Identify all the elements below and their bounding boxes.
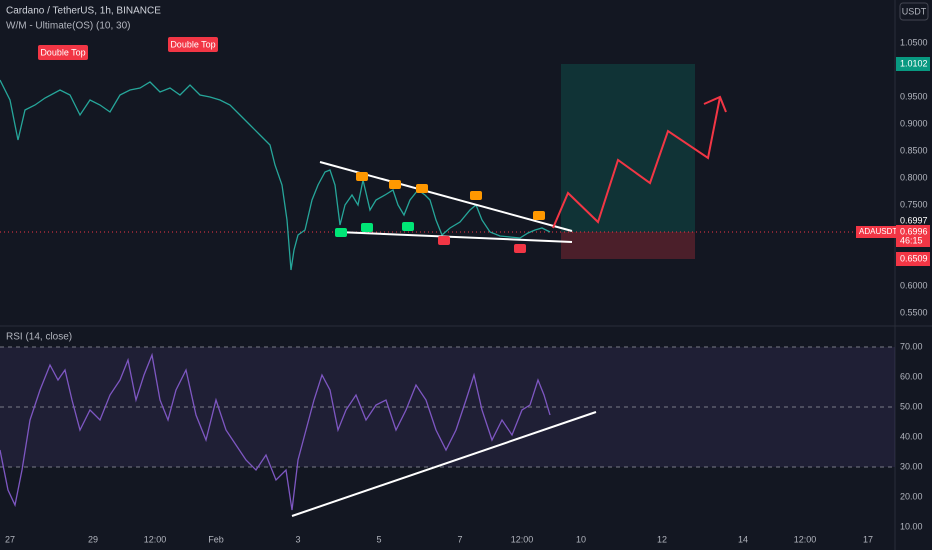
rsi-label: 50.00 [900, 401, 923, 411]
time-label: 3 [295, 534, 300, 544]
symbol-title: Cardano / TetherUS, 1h, BINANCE [6, 6, 161, 17]
currency: USDT [902, 6, 927, 16]
price-label: 1.0500 [900, 37, 928, 47]
rsi-label: 70.00 [900, 341, 923, 351]
price-label: 0.8000 [900, 172, 928, 182]
annotation-box [38, 45, 88, 60]
profit-zone [561, 64, 695, 232]
time-label: 5 [376, 534, 381, 544]
time-label: 29 [88, 534, 98, 544]
rsi-line [0, 352, 551, 511]
price-label: 0.7500 [900, 199, 928, 209]
time-label: 10 [576, 534, 586, 544]
time-label: 7 [457, 534, 462, 544]
price-tag-label: 0.6509 [900, 253, 928, 263]
annotation-box [168, 37, 218, 52]
price-tag [896, 214, 930, 228]
price-tag-label: 1.0102 [900, 58, 928, 68]
price-label: 0.9000 [900, 118, 928, 128]
last-price: 0.6996 [900, 226, 928, 236]
time-label: Feb [208, 534, 224, 544]
price-label: 0.5500 [900, 307, 928, 317]
price-tag [896, 57, 930, 71]
currency-box [899, 2, 929, 21]
price-tag-label: 0.6997 [900, 215, 928, 225]
price-label: 0.9500 [900, 91, 928, 101]
time-label: 12:00 [511, 534, 534, 544]
symbol-tag [856, 226, 896, 238]
annotation: Double Top [40, 47, 85, 57]
annotation: Double Top [170, 39, 215, 49]
time-label: 12:00 [794, 534, 817, 544]
time-label: 12 [657, 534, 667, 544]
time-label: 17 [863, 534, 873, 544]
rsi-trendline [291, 411, 597, 517]
rsi-title: RSI (14, close) [6, 332, 72, 343]
price-line [0, 79, 551, 271]
price-tag [896, 252, 930, 266]
time-label: 14 [738, 534, 748, 544]
rsi-label: 30.00 [900, 461, 923, 471]
symbol-tag-label: ADAUSDT [859, 227, 897, 236]
projection-arrow [552, 96, 721, 229]
countdown: 46:15 [900, 235, 923, 245]
rsi-label: 60.00 [900, 371, 923, 381]
signal-markers [335, 172, 545, 253]
time-label: 27 [5, 534, 15, 544]
support-line [337, 231, 573, 243]
time-label: 12:00 [144, 534, 167, 544]
price-label: 0.8500 [900, 145, 928, 155]
price-label: 0.6000 [900, 280, 928, 290]
rsi-label: 20.00 [900, 491, 923, 501]
indicator-title: W/M - Ultimate(OS) (10, 30) [6, 21, 130, 32]
arrow-head [703, 95, 727, 113]
rsi-label: 10.00 [900, 521, 923, 531]
rsi-label: 40.00 [900, 431, 923, 441]
last-tag [896, 225, 930, 247]
loss-zone [561, 232, 695, 259]
